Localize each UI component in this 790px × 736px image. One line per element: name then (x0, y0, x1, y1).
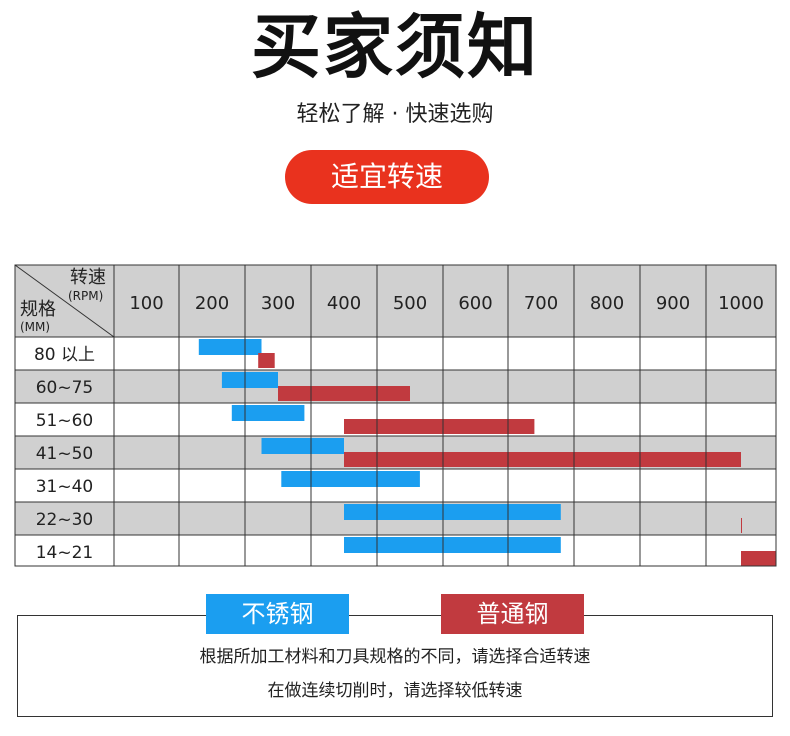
column-label: 300 (261, 293, 295, 314)
section-badge: 适宜转速 (285, 150, 489, 204)
note-line-2: 在做连续切削时，请选择较低转速 (267, 681, 523, 701)
corner-speed-label: 转速 (70, 267, 106, 288)
row-label: 31~40 (36, 477, 94, 497)
legend-stainless: 不锈钢 (206, 594, 349, 634)
page-subtitle: 轻松了解 · 快速选购 (296, 102, 494, 127)
stainless-bar (281, 471, 420, 487)
row-label: 60~75 (36, 378, 94, 398)
carbon-bar (258, 353, 275, 368)
table-row-bg (15, 370, 776, 403)
carbon-bar (741, 551, 776, 566)
row-label: 41~50 (36, 444, 94, 464)
column-label: 500 (393, 293, 427, 314)
stainless-bar (221, 372, 278, 388)
row-label: 22~30 (36, 510, 94, 530)
corner-speed-unit: (RPM) (68, 289, 104, 303)
table-border (14, 264, 777, 567)
carbon-bar (278, 386, 410, 401)
column-label: 400 (327, 293, 361, 314)
carbon-bar (344, 452, 741, 467)
notes-box (17, 615, 773, 717)
carbon-bar (741, 518, 742, 533)
stainless-bar (344, 504, 561, 520)
row-label: 80 以上 (34, 345, 95, 365)
table-row-bg (15, 469, 776, 502)
row-label: 14~21 (36, 543, 94, 563)
stainless-bar (231, 405, 305, 421)
table-row-bg (15, 502, 776, 535)
legend-carbon: 普通钢 (441, 594, 584, 634)
corner-size-label: 规格 (20, 299, 56, 320)
table-row-bg (15, 337, 776, 370)
carbon-bar (344, 419, 535, 434)
table-row-bg (15, 436, 776, 469)
stainless-bar (261, 438, 344, 454)
column-label: 100 (129, 293, 163, 314)
stainless-bar (344, 537, 561, 553)
column-label: 800 (590, 293, 624, 314)
row-label: 51~60 (36, 411, 94, 431)
stainless-bar (198, 339, 262, 355)
column-label: 700 (524, 293, 558, 314)
column-label: 1000 (718, 293, 764, 314)
table-row-bg (15, 403, 776, 436)
column-label: 200 (195, 293, 229, 314)
corner-size-unit: (MM) (20, 320, 51, 334)
table-header-bg (15, 265, 776, 337)
column-label: 900 (656, 293, 690, 314)
table-row-bg (15, 535, 776, 566)
note-line-1: 根据所加工材料和刀具规格的不同，请选择合适转速 (199, 647, 591, 667)
page-title: 买家须知 (251, 6, 539, 88)
column-label: 600 (458, 293, 492, 314)
